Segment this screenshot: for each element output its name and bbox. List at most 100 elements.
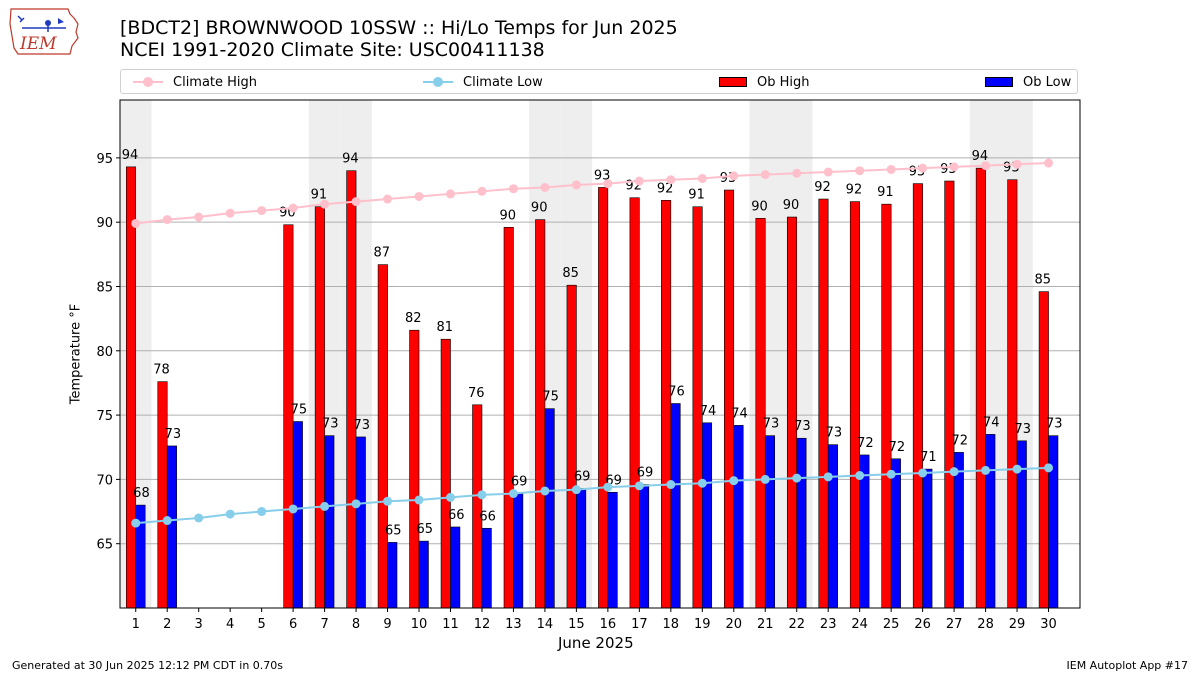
ob-low-label: 73: [354, 418, 371, 433]
ob-low-bar: [670, 403, 681, 609]
ob-high-label: 92: [846, 183, 863, 198]
ob-high-bar: [598, 187, 609, 609]
ob-low-bar: [1048, 435, 1059, 609]
ob-high-label: 91: [688, 188, 705, 203]
climate-high-point: [445, 189, 455, 199]
ob-low-bar: [576, 488, 587, 609]
x-tick-label: 22: [788, 617, 805, 632]
ob-high-bar: [409, 329, 420, 609]
x-tick-label: 17: [631, 617, 648, 632]
ob-high-bar: [566, 284, 577, 609]
ob-high-label: 90: [531, 201, 548, 216]
x-axis-label: June 2025: [558, 634, 634, 652]
ob-low-label: 73: [763, 417, 780, 432]
ob-low-bar: [450, 526, 461, 609]
climate-high-point: [1012, 159, 1022, 169]
ob-high-bar: [157, 381, 168, 609]
legend-label: Ob High: [757, 74, 810, 90]
climate-low-point: [886, 469, 896, 479]
ob-low-label: 72: [889, 440, 906, 455]
climate-low-point: [949, 467, 959, 477]
climate-low-swatch: [423, 77, 453, 87]
climate-high-point: [257, 206, 267, 216]
climate-high-point: [383, 194, 393, 204]
x-tick-label: 10: [411, 617, 428, 632]
ob-high-bar: [755, 218, 766, 609]
ob-low-label: 73: [826, 426, 843, 441]
x-tick-label: 28: [977, 617, 994, 632]
ob-low-label: 65: [385, 523, 402, 538]
ob-high-label: 85: [562, 266, 579, 281]
climate-high-point: [729, 171, 739, 181]
ob-low-label: 69: [637, 466, 654, 481]
ob-low-bar: [324, 435, 335, 609]
x-tick-label: 25: [883, 617, 900, 632]
ob-low-bar: [544, 408, 555, 609]
climate-low-point: [508, 489, 518, 499]
ob-low-bar: [827, 444, 838, 609]
ob-low-label: 75: [542, 390, 559, 405]
x-tick-label: 3: [195, 617, 203, 632]
x-tick-label: 15: [568, 617, 585, 632]
ob-high-label: 90: [783, 198, 800, 213]
climate-low-point: [666, 480, 676, 490]
climate-high-point: [792, 168, 802, 178]
ob-low-bar: [166, 445, 177, 609]
ob-low-bar: [890, 458, 901, 609]
climate-low-line: [135, 466, 1049, 525]
climate-low-point: [697, 478, 707, 488]
climate-high-point: [131, 218, 141, 228]
x-tick-label: 16: [600, 617, 617, 632]
ob-high-bar: [535, 219, 546, 609]
x-tick-label: 13: [505, 617, 522, 632]
climate-high-swatch: [133, 77, 163, 87]
climate-high-point: [697, 173, 707, 183]
climate-high-point: [540, 182, 550, 192]
y-tick-label: 70: [96, 473, 113, 488]
ob-high-label: 87: [374, 246, 391, 261]
ob-low-bar: [639, 484, 650, 609]
ob-high-label: 85: [1035, 273, 1052, 288]
climate-high-point: [666, 175, 676, 185]
ob-low-label: 68: [133, 486, 150, 501]
legend-label: Climate High: [173, 74, 258, 90]
ob-high-bar: [944, 180, 955, 609]
ob-high-bar: [472, 404, 483, 609]
x-tick-label: 18: [663, 617, 680, 632]
ob-low-label: 71: [920, 450, 937, 465]
ob-high-bar: [786, 216, 798, 609]
climate-high-point: [194, 212, 204, 222]
x-tick-label: 2: [163, 617, 171, 632]
ob-low-bar: [387, 542, 398, 609]
ob-low-label: 66: [479, 509, 496, 524]
ob-high-bar: [818, 198, 829, 609]
x-tick-label: 8: [352, 617, 360, 632]
climate-low-point: [823, 472, 833, 482]
ob-high-bar: [1007, 179, 1018, 609]
climate-low-point: [414, 495, 424, 505]
ob-high-bar: [724, 189, 735, 609]
climate-low-point: [194, 513, 204, 523]
legend-climate-high: Climate High: [133, 73, 257, 91]
climate-low-point: [288, 504, 298, 514]
x-tick-label: 23: [820, 617, 837, 632]
ob-high-bar: [377, 264, 388, 609]
x-tick-label: 14: [537, 617, 554, 632]
ob-low-bar: [418, 540, 429, 609]
climate-high-point: [320, 199, 330, 209]
legend-climate-low: Climate Low: [423, 73, 543, 91]
legend: Climate High Climate Low Ob High Ob Low: [120, 69, 1078, 94]
logo-text: IEM: [20, 34, 57, 54]
ob-low-label: 66: [448, 508, 465, 523]
climate-high-point: [1044, 158, 1054, 168]
climate-high-point: [162, 215, 172, 225]
ob-high-bar: [629, 197, 640, 609]
legend-label: Climate Low: [463, 74, 543, 90]
y-tick-label: 80: [96, 345, 113, 360]
climate-high-point: [949, 162, 959, 172]
climate-low-point: [445, 492, 455, 502]
ob-low-bar: [701, 422, 713, 609]
ob-low-label: 76: [668, 385, 685, 400]
x-tick-label: 26: [914, 617, 931, 632]
